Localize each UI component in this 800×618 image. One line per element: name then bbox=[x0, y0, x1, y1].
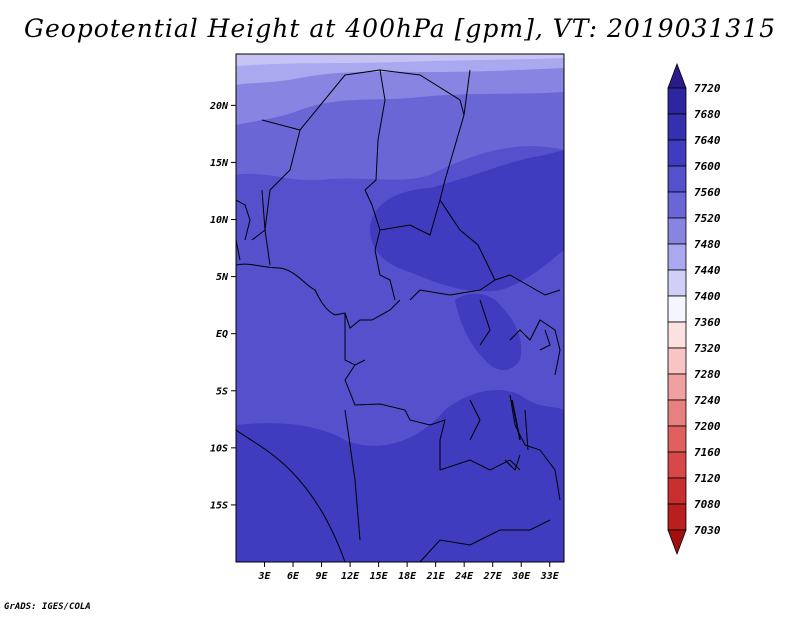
colorbar-label: 7720 bbox=[694, 82, 721, 95]
colorbar: 7720 7680 7640 7600 7560 7520 7480 7440 7400 7360… bbox=[667, 62, 721, 556]
lon-tick-label: 3E bbox=[257, 571, 271, 582]
colorbar-swatch bbox=[667, 165, 687, 193]
lat-tick-label: 10S bbox=[210, 443, 228, 454]
lat-tick-label: EQ bbox=[216, 329, 228, 340]
colorbar-swatch bbox=[667, 347, 687, 375]
colorbar-label: 7440 bbox=[694, 264, 721, 277]
colorbar-label: 7640 bbox=[694, 134, 721, 147]
colorbar-swatch bbox=[667, 139, 687, 167]
lon-tick-label: 33E bbox=[540, 571, 560, 582]
lon-tick-label: 21E bbox=[426, 571, 446, 582]
colorbar-label: 7600 bbox=[694, 160, 721, 173]
country-borders bbox=[236, 69, 561, 562]
colorbar-swatch bbox=[667, 425, 687, 453]
colorbar-top-arrow bbox=[667, 62, 687, 89]
field-7400 bbox=[236, 54, 564, 66]
lon-tick-label: 15E bbox=[370, 571, 389, 582]
colorbar-swatch bbox=[667, 295, 687, 323]
colorbar-swatch bbox=[667, 243, 687, 271]
lon-tick-label: 18E bbox=[398, 571, 417, 582]
lon-tick-label: 27E bbox=[483, 571, 503, 582]
colorbar-label: 7280 bbox=[694, 368, 721, 381]
colorbar-label: 7160 bbox=[694, 446, 721, 459]
lon-tick-label: 24E bbox=[454, 571, 474, 582]
colorbar-swatch bbox=[667, 321, 687, 349]
lat-tick-label: 5N bbox=[216, 272, 229, 283]
colorbar-swatch bbox=[667, 113, 687, 141]
lat-tick-label: 20N bbox=[209, 101, 229, 112]
lat-tick-label: 5S bbox=[216, 386, 228, 397]
map-frame bbox=[235, 53, 565, 563]
lat-tick-label: 15S bbox=[210, 500, 228, 511]
lat-axis: 20N 15N 10N 5N EQ 5S 10S 15S bbox=[209, 101, 236, 511]
colorbar-label: 7560 bbox=[694, 186, 721, 199]
colorbar-label: 7360 bbox=[694, 316, 721, 329]
lon-tick-label: 9E bbox=[316, 571, 329, 582]
lon-axis: 3E 6E 9E 12E 15E 18E 21E 24E 27E 30E 33E bbox=[257, 562, 560, 582]
height-field bbox=[236, 54, 564, 562]
colorbar-swatch bbox=[667, 477, 687, 505]
colorbar-label: 7200 bbox=[694, 420, 721, 433]
colorbar-label: 7120 bbox=[694, 472, 721, 485]
colorbar-bottom-arrow bbox=[667, 529, 687, 556]
colorbar-swatch bbox=[667, 87, 687, 115]
colorbar-label: 7400 bbox=[694, 290, 721, 303]
lon-tick-label: 12E bbox=[341, 571, 360, 582]
colorbar-label: 7320 bbox=[694, 342, 721, 355]
colorbar-swatch bbox=[667, 503, 687, 531]
colorbar-swatch bbox=[667, 451, 687, 479]
colorbar-label: 7240 bbox=[694, 394, 721, 407]
field-7600-north bbox=[370, 150, 564, 292]
lon-tick-label: 30E bbox=[511, 571, 531, 582]
lat-tick-label: 15N bbox=[210, 158, 229, 169]
colorbar-label: 7080 bbox=[694, 498, 721, 511]
colorbar-label: 7030 bbox=[694, 524, 721, 537]
lon-tick-label: 6E bbox=[287, 571, 300, 582]
lat-tick-label: 10N bbox=[210, 215, 229, 226]
colorbar-label: 7520 bbox=[694, 212, 721, 225]
field-7600-south bbox=[236, 390, 564, 562]
colorbar-label: 7480 bbox=[694, 238, 721, 251]
grads-credit: GrADS: IGES/COLA bbox=[4, 602, 91, 612]
colorbar-swatch bbox=[667, 269, 687, 297]
colorbar-label: 7680 bbox=[694, 108, 721, 121]
colorbar-swatch bbox=[667, 191, 687, 219]
colorbar-swatch bbox=[667, 399, 687, 427]
colorbar-swatch bbox=[667, 373, 687, 401]
colorbar-swatch bbox=[667, 217, 687, 245]
plot-title: Geopotential Height at 400hPa [gpm], VT:… bbox=[23, 14, 777, 43]
